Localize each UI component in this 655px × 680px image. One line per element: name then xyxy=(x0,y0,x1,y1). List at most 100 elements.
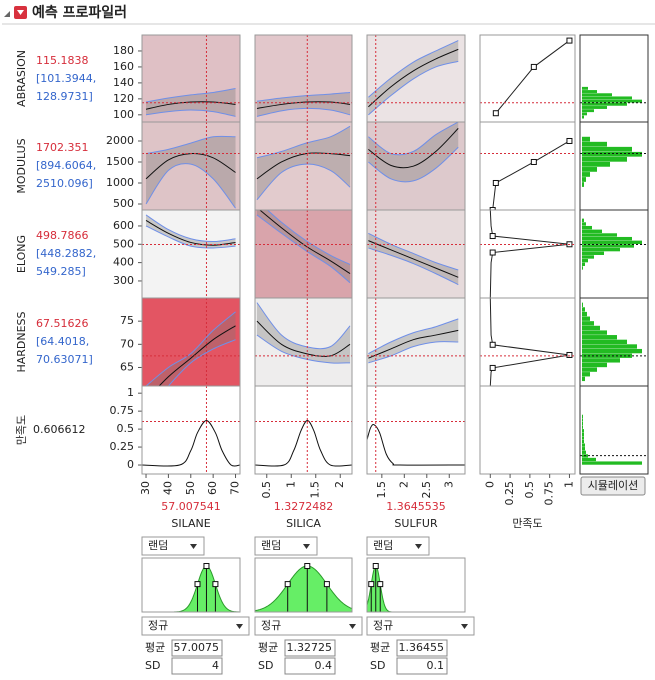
sim-bar xyxy=(582,258,588,263)
profile-cell xyxy=(367,35,465,122)
lower-ci xyxy=(368,341,459,364)
cell-background xyxy=(255,210,352,298)
sim-bar xyxy=(582,102,627,106)
sim-bar xyxy=(582,335,617,340)
mean-input[interactable] xyxy=(396,639,448,657)
distribution-handle xyxy=(212,581,219,588)
mean-value: 1.32725 xyxy=(287,641,333,654)
mean-input[interactable] xyxy=(171,639,223,657)
confidence-band-fill xyxy=(146,136,236,209)
simulate-button[interactable] xyxy=(580,476,646,496)
desirability-cell xyxy=(480,122,575,210)
mean-label: 평균 xyxy=(258,641,278,654)
lower-ci xyxy=(368,247,459,286)
profile-cell xyxy=(367,298,465,386)
x-tick-label: 0.5 xyxy=(523,481,536,499)
sim-bar xyxy=(582,182,584,187)
desirability-handle xyxy=(489,233,496,240)
sim-bar xyxy=(582,414,583,419)
collapse-toggle[interactable] xyxy=(4,11,10,17)
distribution-dropdown[interactable] xyxy=(254,616,363,636)
response-value: 67.51626 xyxy=(36,317,89,330)
distribution-handle xyxy=(372,563,379,569)
sd-input[interactable] xyxy=(284,657,336,675)
mode-dropdown[interactable] xyxy=(141,536,205,556)
cell-background xyxy=(142,210,240,298)
sim-bar xyxy=(582,247,620,252)
desirability-handle xyxy=(530,63,537,70)
sim-bar xyxy=(582,172,590,177)
profile-cell xyxy=(142,210,240,298)
x-tick-label: 2 xyxy=(333,481,346,488)
desirability-handle xyxy=(566,137,573,144)
sim-bar xyxy=(582,244,634,248)
response-name: ELONG xyxy=(15,235,28,273)
factor-name: SILICA xyxy=(286,517,321,530)
cell-background xyxy=(142,35,240,122)
mode-dropdown[interactable] xyxy=(254,536,318,556)
sim-bar xyxy=(582,251,604,255)
sim-bar xyxy=(582,93,612,97)
desirability-cell xyxy=(480,210,575,298)
sim-bar xyxy=(582,112,587,116)
cell-background xyxy=(142,386,240,474)
profile-cell xyxy=(367,122,465,210)
desirability-trace-cell xyxy=(142,386,240,474)
y-tick-label: 600 xyxy=(113,219,134,232)
sim-bar xyxy=(582,461,642,465)
sd-value: 4 xyxy=(212,659,219,672)
sim-bar xyxy=(582,425,583,429)
distribution-cell xyxy=(367,558,465,612)
sim-bar xyxy=(582,311,587,317)
simulation-cell xyxy=(580,218,648,270)
desirability-handle xyxy=(530,158,537,165)
y-tick-label: 1000 xyxy=(106,176,134,189)
desirability-handle xyxy=(489,207,496,210)
sd-input[interactable] xyxy=(396,657,448,675)
sd-input[interactable] xyxy=(171,657,223,675)
confidence-band-fill xyxy=(256,126,351,200)
sd-value: 0.1 xyxy=(427,659,445,672)
sim-bar xyxy=(582,325,600,331)
desirability-handle xyxy=(489,364,496,371)
mode-dropdown[interactable] xyxy=(366,536,430,556)
mean-input[interactable] xyxy=(284,639,336,657)
sim-bar xyxy=(582,344,637,349)
cell-border xyxy=(254,557,353,613)
cell-background xyxy=(367,122,465,210)
sim-bar xyxy=(582,339,627,345)
cell-background xyxy=(142,298,240,386)
sim-bar xyxy=(582,302,583,307)
mean-value: 57.0075 xyxy=(174,641,220,654)
cell-background xyxy=(480,210,575,298)
distribution-dropdown[interactable] xyxy=(366,616,475,636)
sim-bar xyxy=(582,262,585,266)
sim-bar xyxy=(582,86,588,90)
sim-bar xyxy=(582,321,594,326)
y-tick-label: 0.25 xyxy=(110,440,135,453)
x-tick-label: 3 xyxy=(442,481,455,488)
y-tick-label: 0.5 xyxy=(117,422,135,435)
y-tick-label: 2000 xyxy=(106,134,134,147)
upper-ci xyxy=(145,311,236,386)
dropdown-arrow xyxy=(236,624,243,629)
sim-bar xyxy=(582,316,590,321)
desirability-name: 만족도 xyxy=(15,415,28,445)
cell-background xyxy=(367,35,465,122)
distribution-label: 정규 xyxy=(261,619,281,632)
prediction-curve xyxy=(145,101,236,110)
sim-bar xyxy=(582,450,586,454)
upper-ci xyxy=(368,232,459,271)
sim-bar xyxy=(582,348,642,354)
sim-bar xyxy=(582,229,602,233)
y-tick-label: 75 xyxy=(120,314,134,327)
factor-name: SULFUR xyxy=(394,517,438,530)
response-value: 498.7866 xyxy=(36,229,89,242)
distribution-dropdown[interactable] xyxy=(141,616,250,636)
x-tick-label: 0.25 xyxy=(503,481,516,506)
sim-bar xyxy=(582,109,594,113)
lower-ci xyxy=(145,109,236,117)
lower-ci xyxy=(145,163,236,209)
sim-bar xyxy=(582,358,620,363)
dropdown-arrow xyxy=(461,624,468,629)
